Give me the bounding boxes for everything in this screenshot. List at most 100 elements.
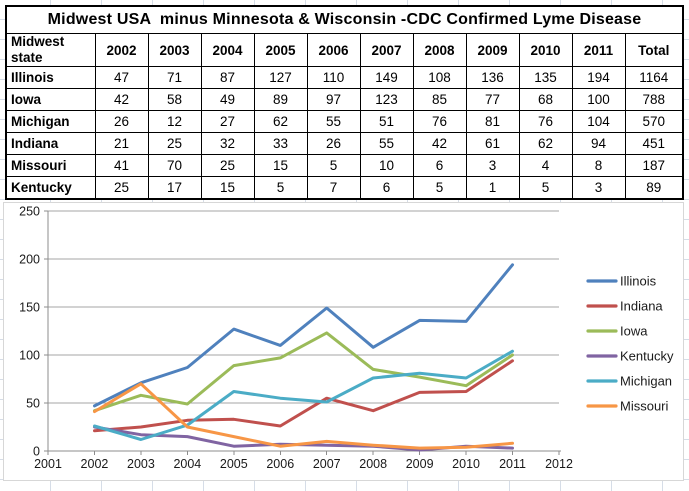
value-cell-kentucky-2006[interactable]: 7: [306, 176, 361, 200]
value-cell-kentucky-2011[interactable]: 3: [571, 176, 626, 200]
header-year-2008[interactable]: 2008: [412, 33, 467, 67]
value-cell-iowa-2011[interactable]: 100: [571, 88, 626, 111]
header-year-2007[interactable]: 2007: [359, 33, 414, 67]
value-cell-indiana-2007[interactable]: 55: [359, 132, 414, 155]
value-cell-iowa-2004[interactable]: 49: [200, 88, 255, 111]
value-cell-iowa-2009[interactable]: 77: [465, 88, 520, 111]
value-cell-michigan-2004[interactable]: 27: [200, 110, 255, 133]
header-total[interactable]: Total: [624, 33, 684, 67]
total-cell-missouri[interactable]: 187: [624, 154, 684, 177]
total-cell-iowa[interactable]: 788: [624, 88, 684, 111]
value-cell-iowa-2003[interactable]: 58: [147, 88, 202, 111]
total-cell-indiana[interactable]: 451: [624, 132, 684, 155]
value-cell-missouri-2002[interactable]: 41: [94, 154, 149, 177]
value-cell-michigan-2005[interactable]: 62: [253, 110, 308, 133]
value-cell-indiana-2011[interactable]: 94: [571, 132, 626, 155]
value-cell-illinois-2011[interactable]: 194: [571, 66, 626, 89]
header-year-2009[interactable]: 2009: [465, 33, 520, 67]
lyme-data-table: Midwest USA minus Minnesota & Wisconsin …: [5, 5, 685, 200]
value-cell-iowa-2006[interactable]: 97: [306, 88, 361, 111]
svg-text:2005: 2005: [220, 457, 248, 471]
value-cell-illinois-2003[interactable]: 71: [147, 66, 202, 89]
value-cell-iowa-2008[interactable]: 85: [412, 88, 467, 111]
value-cell-missouri-2009[interactable]: 3: [465, 154, 520, 177]
value-cell-illinois-2008[interactable]: 108: [412, 66, 467, 89]
total-cell-illinois[interactable]: 1164: [624, 66, 684, 89]
header-midwest-state[interactable]: Midwest state: [5, 33, 96, 67]
value-cell-illinois-2010[interactable]: 135: [518, 66, 573, 89]
state-cell-iowa[interactable]: Iowa: [5, 88, 96, 111]
svg-text:0: 0: [33, 445, 40, 459]
header-year-2010[interactable]: 2010: [518, 33, 573, 67]
value-cell-missouri-2007[interactable]: 10: [359, 154, 414, 177]
table-row-missouri: Missouri 41 70 25 15 5 10 6 3 4 8 187: [5, 154, 684, 177]
svg-text:200: 200: [19, 253, 40, 267]
value-cell-kentucky-2003[interactable]: 17: [147, 176, 202, 200]
series-line-iowa: [93, 331, 514, 413]
value-cell-missouri-2004[interactable]: 25: [200, 154, 255, 177]
svg-text:150: 150: [19, 301, 40, 315]
state-cell-illinois[interactable]: Illinois: [5, 66, 96, 89]
value-cell-indiana-2010[interactable]: 62: [518, 132, 573, 155]
value-cell-indiana-2005[interactable]: 33: [253, 132, 308, 155]
value-cell-missouri-2005[interactable]: 15: [253, 154, 308, 177]
value-cell-kentucky-2009[interactable]: 1: [465, 176, 520, 200]
total-cell-michigan[interactable]: 570: [624, 110, 684, 133]
value-cell-michigan-2009[interactable]: 81: [465, 110, 520, 133]
value-cell-kentucky-2007[interactable]: 6: [359, 176, 414, 200]
value-cell-indiana-2003[interactable]: 25: [147, 132, 202, 155]
value-cell-indiana-2004[interactable]: 32: [200, 132, 255, 155]
value-cell-michigan-2011[interactable]: 104: [571, 110, 626, 133]
value-cell-iowa-2005[interactable]: 89: [253, 88, 308, 111]
value-cell-iowa-2002[interactable]: 42: [94, 88, 149, 111]
value-cell-kentucky-2004[interactable]: 15: [200, 176, 255, 200]
table-title: Midwest USA minus Minnesota & Wisconsin …: [5, 5, 684, 34]
value-cell-indiana-2006[interactable]: 26: [306, 132, 361, 155]
value-cell-kentucky-2010[interactable]: 5: [518, 176, 573, 200]
state-cell-missouri[interactable]: Missouri: [5, 154, 96, 177]
value-cell-kentucky-2008[interactable]: 5: [412, 176, 467, 200]
header-year-2006[interactable]: 2006: [306, 33, 361, 67]
value-cell-missouri-2008[interactable]: 6: [412, 154, 467, 177]
value-cell-iowa-2010[interactable]: 68: [518, 88, 573, 111]
table-row-illinois: Illinois 47 71 87 127 110 149 108 136 135 194 1164: [5, 66, 684, 89]
value-cell-michigan-2010[interactable]: 76: [518, 110, 573, 133]
total-cell-kentucky[interactable]: 89: [624, 176, 684, 200]
table-title-row: Midwest USA minus Minnesota & Wisconsin …: [5, 5, 684, 34]
header-year-2011[interactable]: 2011: [571, 33, 626, 67]
value-cell-kentucky-2005[interactable]: 5: [253, 176, 308, 200]
header-year-2003[interactable]: 2003: [147, 33, 202, 67]
value-cell-michigan-2003[interactable]: 12: [147, 110, 202, 133]
value-cell-michigan-2006[interactable]: 55: [306, 110, 361, 133]
state-cell-indiana[interactable]: Indiana: [5, 132, 96, 155]
header-year-2004[interactable]: 2004: [200, 33, 255, 67]
lyme-line-chart[interactable]: 0 50 100 150 200 250 2001 2002 2003 2004 2005 2006 2…: [3, 202, 684, 481]
header-year-2005[interactable]: 2005: [253, 33, 308, 67]
value-cell-illinois-2009[interactable]: 136: [465, 66, 520, 89]
value-cell-iowa-2007[interactable]: 123: [359, 88, 414, 111]
value-cell-indiana-2008[interactable]: 42: [412, 132, 467, 155]
value-cell-illinois-2007[interactable]: 149: [359, 66, 414, 89]
value-cell-indiana-2002[interactable]: 21: [94, 132, 149, 155]
table-row-indiana: Indiana 21 25 32 33 26 55 42 61 62 94 451: [5, 132, 684, 155]
value-cell-indiana-2009[interactable]: 61: [465, 132, 520, 155]
value-cell-kentucky-2002[interactable]: 25: [94, 176, 149, 200]
value-cell-michigan-2002[interactable]: 26: [94, 110, 149, 133]
value-cell-missouri-2010[interactable]: 4: [518, 154, 573, 177]
value-cell-illinois-2005[interactable]: 127: [253, 66, 308, 89]
header-year-2002[interactable]: 2002: [94, 33, 149, 67]
svg-text:50: 50: [26, 397, 40, 411]
value-cell-michigan-2007[interactable]: 51: [359, 110, 414, 133]
state-cell-kentucky[interactable]: Kentucky: [5, 176, 96, 200]
value-cell-missouri-2003[interactable]: 70: [147, 154, 202, 177]
svg-text:2002: 2002: [81, 457, 109, 471]
value-cell-illinois-2006[interactable]: 110: [306, 66, 361, 89]
series-line-michigan: [93, 349, 514, 441]
value-cell-missouri-2011[interactable]: 8: [571, 154, 626, 177]
value-cell-missouri-2006[interactable]: 5: [306, 154, 361, 177]
value-cell-illinois-2004[interactable]: 87: [200, 66, 255, 89]
svg-text:100: 100: [19, 349, 40, 363]
value-cell-michigan-2008[interactable]: 76: [412, 110, 467, 133]
value-cell-illinois-2002[interactable]: 47: [94, 66, 149, 89]
state-cell-michigan[interactable]: Michigan: [5, 110, 96, 133]
